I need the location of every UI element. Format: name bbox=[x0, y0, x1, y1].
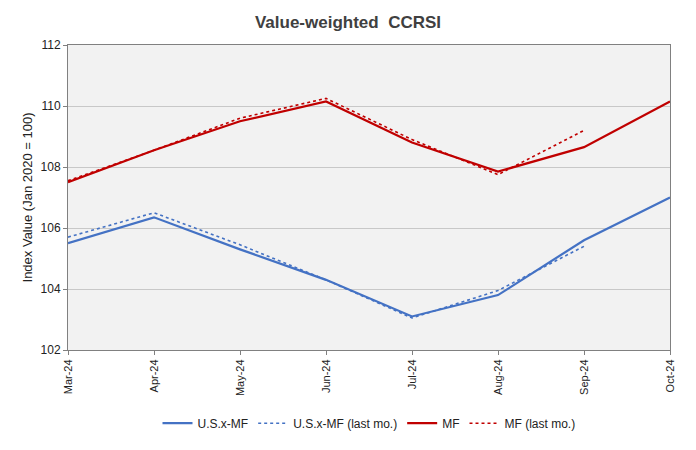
svg-text:Jun-24: Jun-24 bbox=[320, 359, 332, 393]
svg-text:Value-weighted CCRSI: Value-weighted CCRSI bbox=[255, 13, 441, 32]
svg-text:U.S.x-MF (last mo.): U.S.x-MF (last mo.) bbox=[293, 417, 397, 431]
svg-text:Mar-24: Mar-24 bbox=[62, 359, 74, 394]
svg-text:Sep-24: Sep-24 bbox=[578, 359, 590, 394]
svg-text:Index Value (Jan 2020 = 100): Index Value (Jan 2020 = 100) bbox=[20, 113, 35, 283]
svg-text:Jul-24: Jul-24 bbox=[406, 359, 418, 389]
svg-text:108: 108 bbox=[41, 160, 61, 174]
svg-text:106: 106 bbox=[41, 221, 61, 235]
svg-text:Oct-24: Oct-24 bbox=[664, 359, 676, 392]
svg-text:May-24: May-24 bbox=[234, 359, 246, 396]
svg-text:MF: MF bbox=[442, 417, 459, 431]
svg-text:110: 110 bbox=[41, 99, 60, 113]
svg-text:U.S.x-MF: U.S.x-MF bbox=[198, 417, 249, 431]
svg-text:102: 102 bbox=[41, 343, 61, 357]
svg-text:Apr-24: Apr-24 bbox=[148, 359, 160, 392]
svg-text:Aug-24: Aug-24 bbox=[492, 359, 504, 394]
svg-text:MF (last mo.): MF (last mo.) bbox=[505, 417, 576, 431]
svg-text:104: 104 bbox=[41, 282, 61, 296]
svg-text:112: 112 bbox=[41, 38, 60, 52]
